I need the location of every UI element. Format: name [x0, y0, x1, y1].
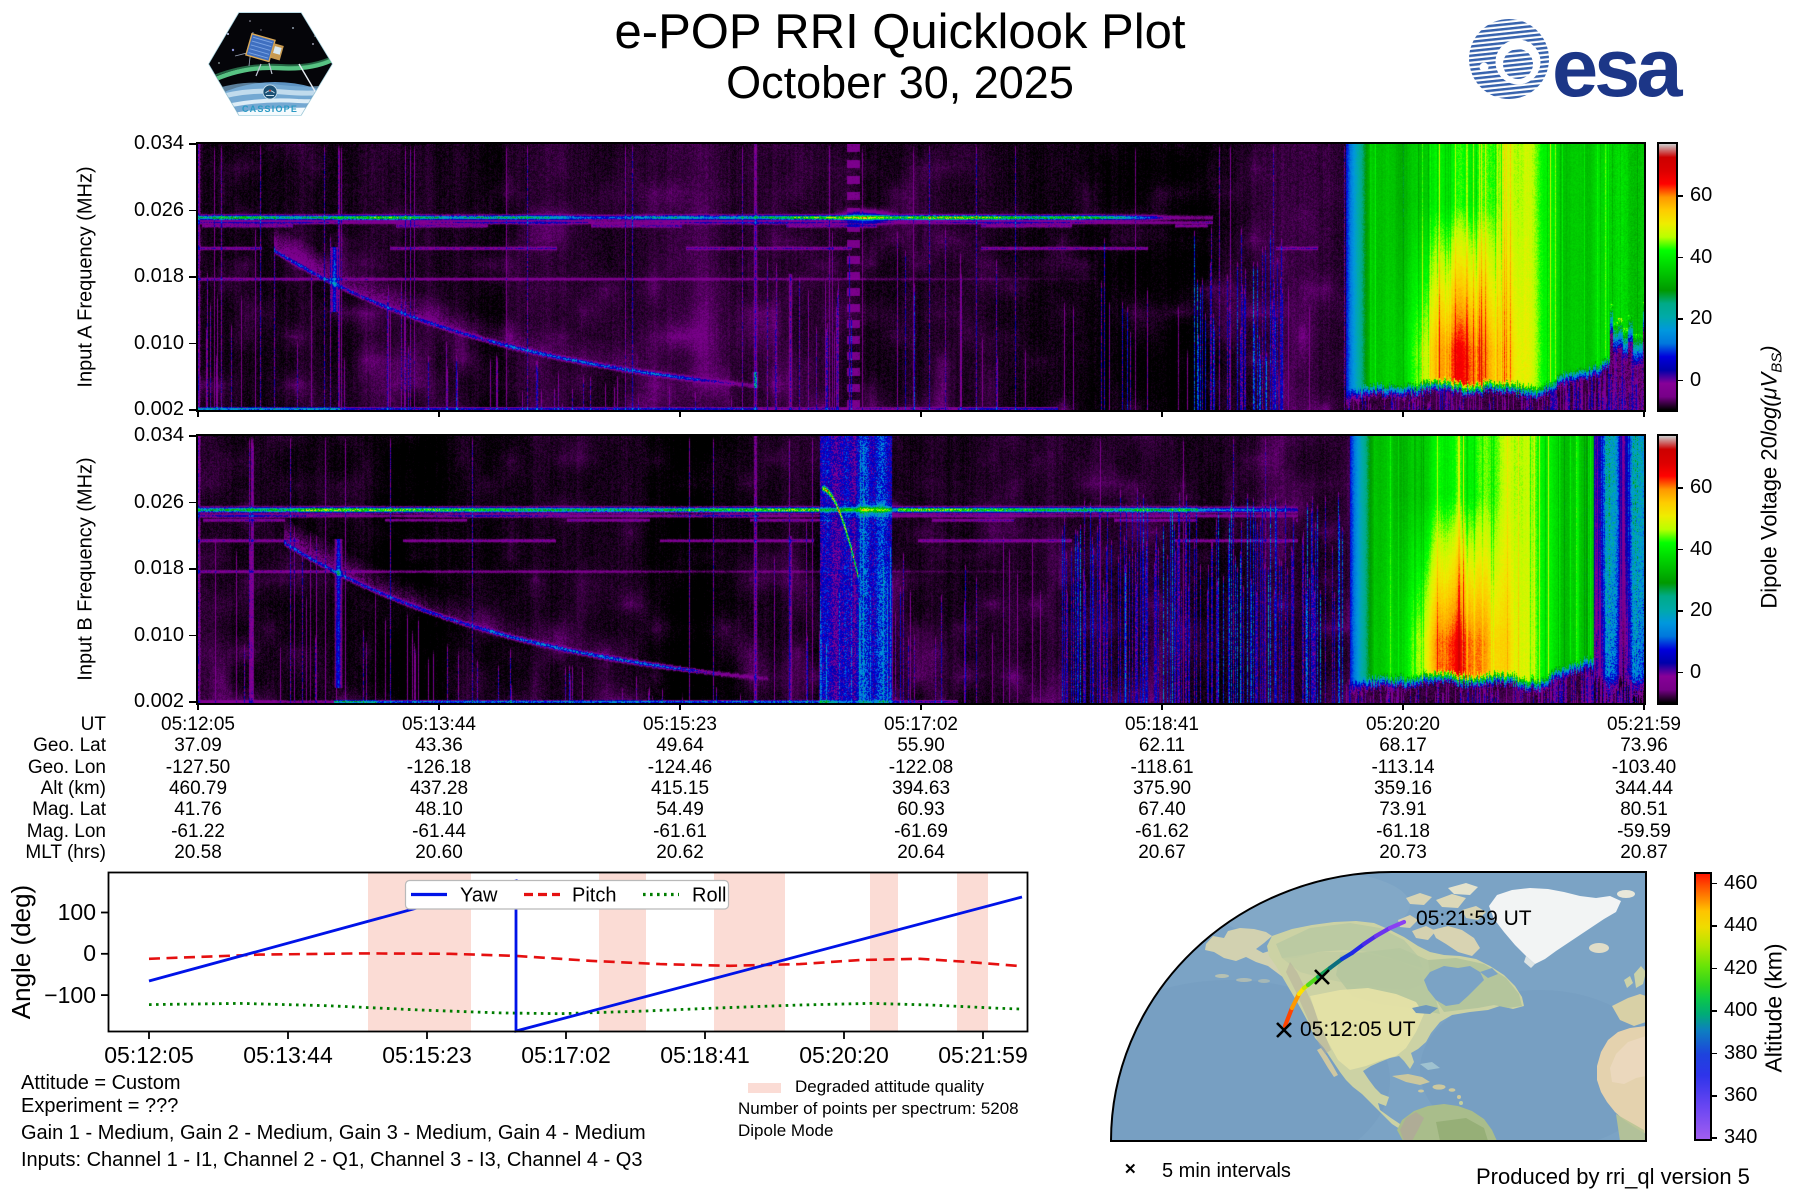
svg-text:Angle (deg): Angle (deg)	[6, 885, 36, 1019]
svg-text:100: 100	[58, 899, 96, 925]
svg-text:Yaw: Yaw	[460, 885, 498, 907]
svg-text:05:21:59 UT: 05:21:59 UT	[1416, 907, 1532, 930]
svg-text:esa: esa	[1552, 21, 1683, 109]
svg-text:05:12:05: 05:12:05	[104, 1042, 194, 1068]
svg-text:05:21:59: 05:21:59	[938, 1042, 1028, 1068]
svg-text:05:20:20: 05:20:20	[799, 1042, 889, 1068]
svg-text:−100: −100	[44, 982, 96, 1008]
svg-text:05:13:44: 05:13:44	[243, 1042, 333, 1068]
svg-text:05:17:02: 05:17:02	[521, 1042, 611, 1068]
svg-text:Roll: Roll	[692, 885, 726, 907]
svg-text:05:12:05 UT: 05:12:05 UT	[1300, 1018, 1416, 1041]
svg-text:05:15:23: 05:15:23	[382, 1042, 472, 1068]
svg-text:05:18:41: 05:18:41	[660, 1042, 750, 1068]
svg-text:0: 0	[83, 940, 96, 966]
svg-text:CASSIOPE: CASSIOPE	[242, 104, 298, 114]
svg-text:Pitch: Pitch	[572, 885, 616, 907]
